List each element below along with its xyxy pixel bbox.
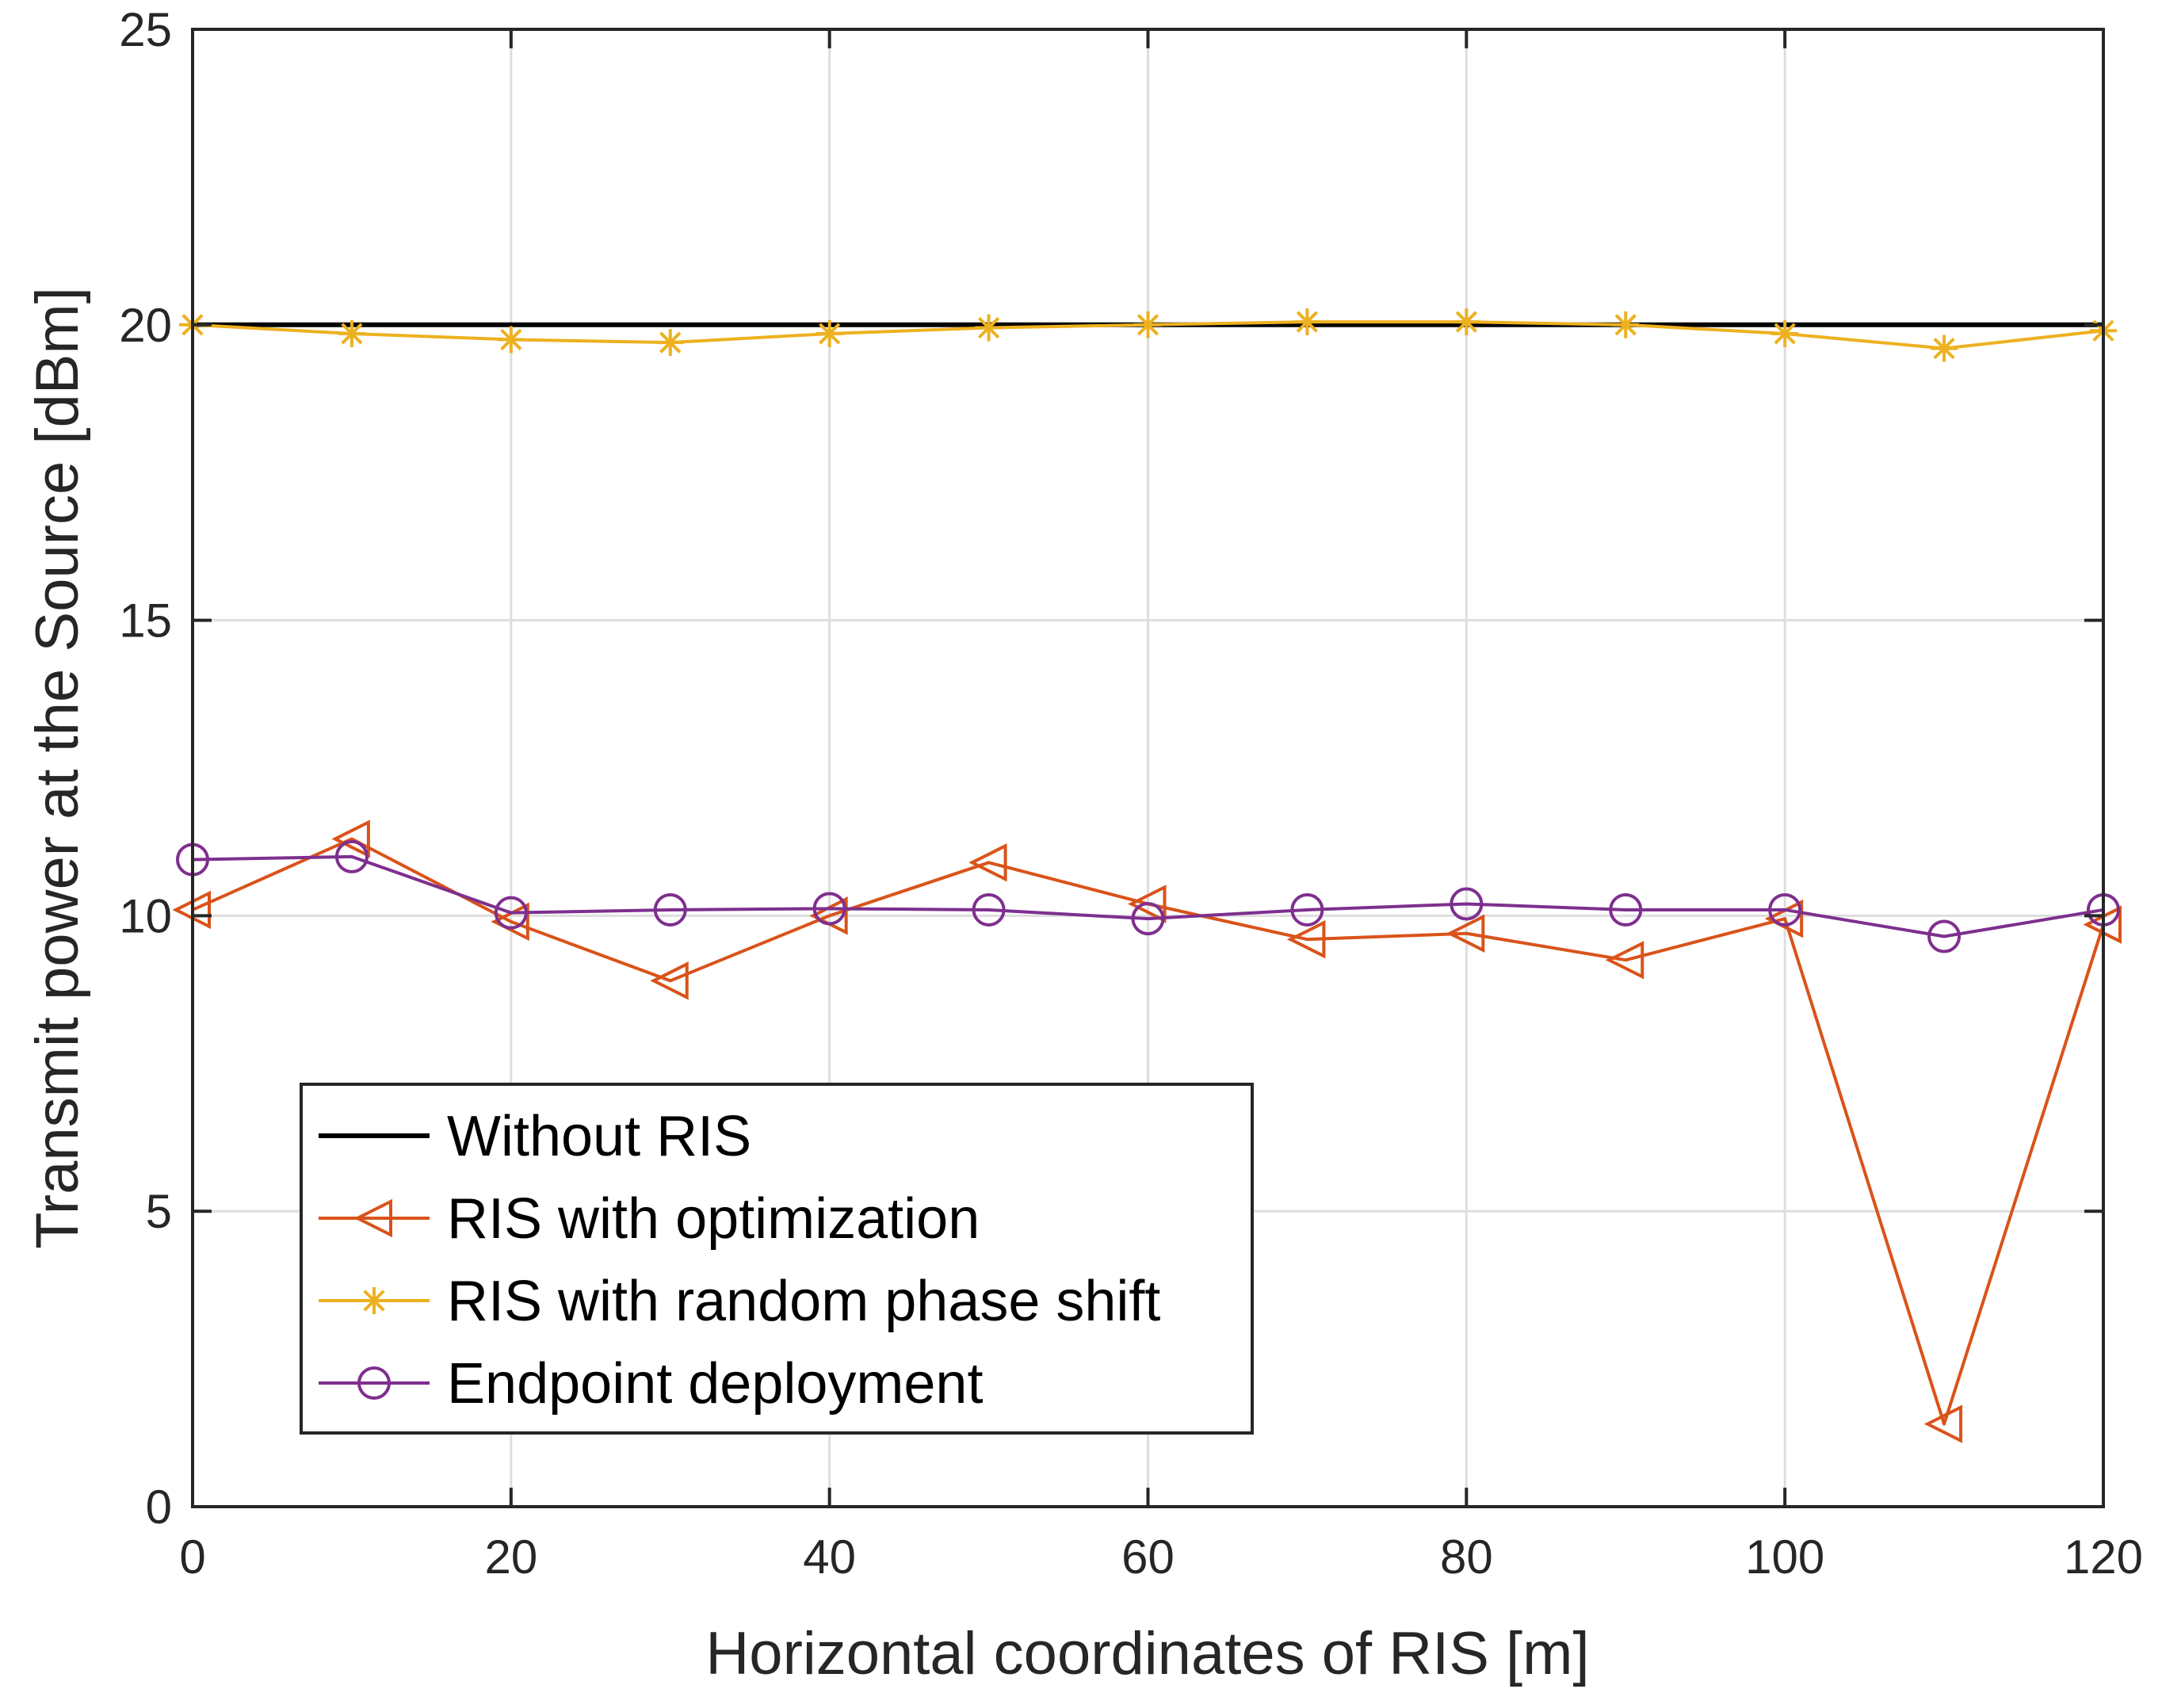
legend: Without RIS RIS with optimization RIS with… — [300, 1083, 1254, 1435]
x-tick-label: 100 — [1745, 1530, 1824, 1584]
x-tick-label: 40 — [803, 1530, 856, 1584]
series-layer — [172, 308, 2122, 1443]
legend-label: RIS with optimization — [447, 1187, 980, 1251]
data-point — [1286, 919, 1326, 959]
legend-marker — [357, 1366, 391, 1400]
data-point — [1128, 885, 1167, 923]
data-point — [656, 329, 684, 357]
series-line-3 — [192, 854, 2104, 938]
data-point — [1768, 892, 1802, 927]
data-point — [494, 896, 528, 930]
data-point — [1134, 311, 1162, 338]
data-point — [1290, 892, 1324, 927]
data-point — [334, 839, 369, 873]
data-point — [972, 892, 1006, 927]
data-point — [1927, 919, 1961, 953]
data-point — [968, 843, 1007, 882]
ticks: 0 20 40 60 80 100 120 0 5 10 15 20 25 — [119, 3, 2143, 1584]
y-tick-label: 20 — [119, 299, 172, 352]
data-point — [497, 326, 525, 353]
legend-box — [300, 1083, 1254, 1435]
data-point — [331, 820, 370, 858]
data-point — [1450, 887, 1484, 921]
data-point — [812, 892, 846, 926]
legend-label: Without RIS — [447, 1105, 751, 1168]
x-tick-label: 80 — [1440, 1530, 1493, 1584]
legend-label: Endpoint deployment — [447, 1352, 983, 1416]
y-tick-label: 25 — [119, 3, 172, 56]
legend-marker — [353, 1198, 392, 1238]
data-point — [338, 319, 365, 347]
data-point — [650, 961, 689, 1000]
y-tick-label: 5 — [146, 1185, 172, 1238]
legend-marker — [361, 1287, 388, 1314]
data-point — [975, 314, 1003, 342]
y-tick-label: 0 — [146, 1481, 172, 1534]
data-point — [1453, 308, 1480, 336]
series-3 — [176, 839, 2120, 953]
x-tick-label: 0 — [179, 1530, 205, 1584]
x-axis-label: Horizontal coordinates of RIS [m] — [705, 1620, 1589, 1687]
y-axis-label: Transmit power at the Source [dBm] — [24, 287, 91, 1249]
data-point — [653, 892, 687, 927]
data-point — [1923, 1404, 1963, 1443]
data-point — [1771, 319, 1799, 347]
x-tick-label: 60 — [1121, 1530, 1175, 1584]
legend-label: RIS with random phase shift — [447, 1270, 1160, 1333]
data-point — [1931, 334, 1958, 362]
x-tick-label: 120 — [2064, 1530, 2143, 1584]
data-point — [1293, 308, 1321, 336]
data-point — [1609, 892, 1643, 927]
data-point — [1131, 902, 1165, 936]
y-tick-label: 15 — [119, 594, 172, 648]
data-point — [816, 319, 843, 347]
data-point — [1446, 914, 1485, 953]
y-tick-label: 10 — [119, 889, 172, 942]
x-tick-label: 20 — [484, 1530, 537, 1584]
data-point — [1605, 941, 1644, 980]
data-point — [1612, 311, 1640, 338]
